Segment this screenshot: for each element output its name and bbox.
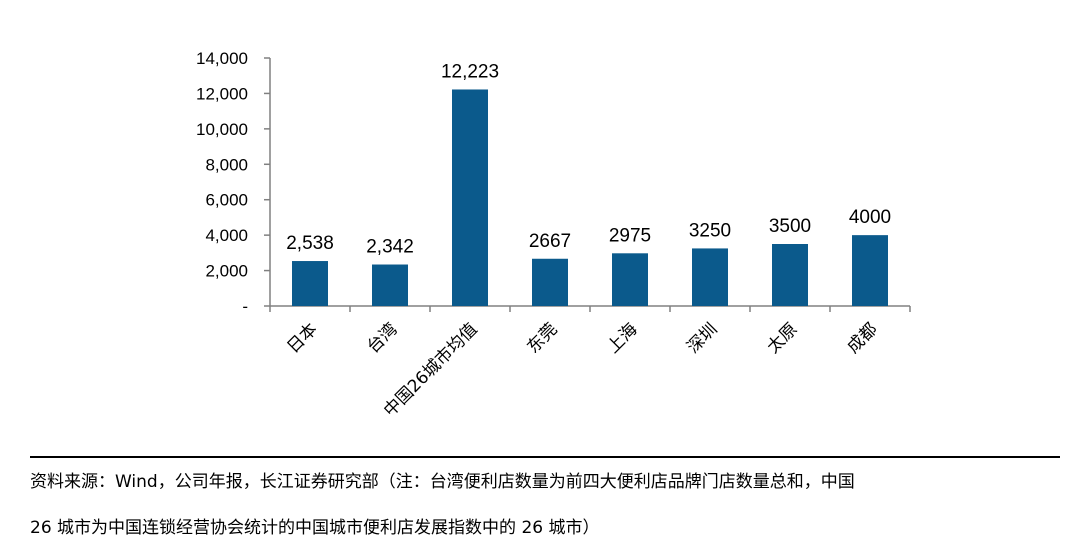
y-tick-label: 8,000 [205, 155, 248, 174]
source-note-line-2: 26 城市为中国连锁经营协会统计的中国城市便利店发展指数中的 26 城市） [30, 518, 600, 538]
category-label: 深圳 [683, 319, 721, 357]
bar-chart: - 2,000 4,000 6,000 8,000 10,000 12,000 14,000 2… [196, 49, 911, 421]
bar [852, 235, 888, 306]
data-label: 2,342 [366, 237, 414, 258]
y-tick-label: - [242, 297, 248, 316]
category-label: 上海 [603, 319, 641, 357]
source-note-line-1: 资料来源：Wind，公司年报，长江证券研究部（注：台湾便利店数量为前四大便利店品… [30, 472, 855, 492]
y-tick-label: 12,000 [196, 84, 248, 103]
bar [292, 261, 328, 306]
data-label: 12,223 [441, 61, 499, 82]
data-label: 2667 [529, 231, 571, 252]
category-label: 台湾 [363, 319, 401, 357]
y-tick-label: 14,000 [196, 49, 248, 68]
y-tick-label: 10,000 [196, 120, 248, 139]
bar [692, 248, 728, 306]
category-label: 东莞 [523, 319, 561, 357]
y-tick-label: 6,000 [205, 191, 248, 210]
bar [452, 89, 488, 306]
data-label: 4000 [849, 207, 891, 228]
data-label: 3500 [769, 216, 811, 237]
bar [532, 258, 568, 306]
y-tick-label: 2,000 [205, 262, 248, 281]
data-label: 2,538 [286, 233, 334, 254]
data-label: 2975 [609, 225, 651, 246]
category-label: 太原 [763, 319, 801, 357]
y-tick-label: 4,000 [205, 226, 248, 245]
bar [772, 244, 808, 306]
bar [612, 253, 648, 306]
data-label: 3250 [689, 220, 731, 241]
source-divider [30, 456, 1060, 458]
bar [372, 264, 408, 306]
category-label: 成都 [843, 319, 881, 357]
category-label: 日本 [283, 319, 321, 357]
